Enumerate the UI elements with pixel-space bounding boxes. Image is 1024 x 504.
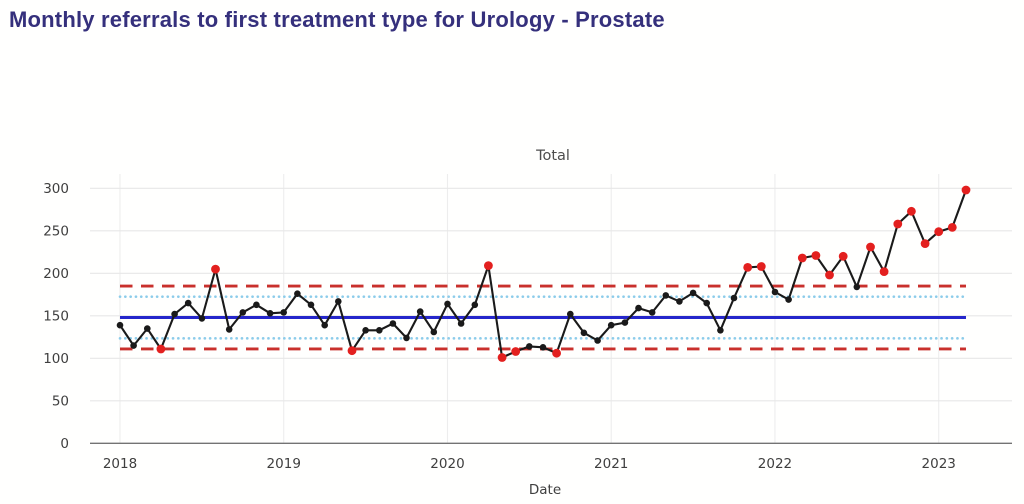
data-point xyxy=(376,327,383,334)
special-cause-point xyxy=(511,347,521,356)
x-tick-label: 2020 xyxy=(430,456,464,472)
x-tick-label: 2023 xyxy=(922,456,956,472)
special-cause-point xyxy=(838,251,848,261)
special-cause-point xyxy=(743,263,753,272)
data-point xyxy=(648,309,656,316)
special-cause-point xyxy=(347,346,357,356)
data-point xyxy=(689,289,697,297)
data-point xyxy=(621,319,629,326)
y-tick-label: 100 xyxy=(43,351,69,367)
special-cause-point xyxy=(879,267,889,276)
data-point xyxy=(471,301,479,309)
data-point xyxy=(335,298,342,305)
data-point xyxy=(184,299,192,307)
data-point xyxy=(198,315,206,322)
data-point xyxy=(676,298,683,305)
data-point xyxy=(607,321,615,329)
data-point xyxy=(225,326,233,333)
data-point xyxy=(416,308,424,315)
x-tick-label: 2022 xyxy=(758,456,792,472)
data-point xyxy=(457,320,465,327)
y-tick-label: 0 xyxy=(60,436,69,452)
data-point xyxy=(444,300,451,308)
data-point xyxy=(321,321,329,329)
chart-title: Monthly referrals to first treatment typ… xyxy=(9,7,665,32)
y-tick-label: 300 xyxy=(43,181,69,197)
special-cause-point xyxy=(811,251,821,260)
data-point xyxy=(253,301,260,309)
special-cause-point xyxy=(920,239,930,249)
data-point xyxy=(662,292,670,299)
data-point xyxy=(389,320,397,327)
data-point xyxy=(703,299,710,307)
special-cause-point xyxy=(866,242,875,252)
data-point xyxy=(239,309,247,316)
data-point xyxy=(635,304,642,312)
special-cause-point xyxy=(961,185,971,195)
chart-subtitle: Total xyxy=(536,148,570,164)
special-cause-point xyxy=(797,253,807,263)
data-point xyxy=(362,327,369,334)
y-tick-label: 250 xyxy=(43,224,69,240)
x-axis-title: Date xyxy=(528,482,562,498)
data-point xyxy=(171,310,178,318)
data-point xyxy=(771,288,779,296)
data-point xyxy=(266,310,274,317)
x-tick-label: 2018 xyxy=(103,456,137,472)
data-point xyxy=(294,290,301,298)
special-cause-point xyxy=(484,261,493,270)
data-point xyxy=(280,309,288,316)
y-tick-label: 150 xyxy=(43,309,69,325)
special-cause-point xyxy=(156,344,166,354)
data-point xyxy=(539,344,547,351)
data-point xyxy=(526,343,533,350)
data-point xyxy=(594,337,601,344)
data-point xyxy=(785,296,792,303)
data-point xyxy=(116,321,124,329)
data-point xyxy=(730,294,738,302)
data-point xyxy=(144,325,151,332)
y-tick-label: 200 xyxy=(43,266,69,282)
special-cause-point xyxy=(934,227,944,237)
x-tick-label: 2021 xyxy=(594,456,628,472)
data-point xyxy=(717,327,724,334)
data-point xyxy=(307,301,315,309)
special-cause-point xyxy=(907,206,916,216)
special-cause-point xyxy=(211,264,220,274)
special-cause-point xyxy=(497,353,507,362)
special-cause-point xyxy=(825,270,834,280)
data-point xyxy=(567,310,574,318)
special-cause-point xyxy=(756,262,766,271)
y-tick-label: 50 xyxy=(52,394,69,410)
data-point xyxy=(403,334,410,342)
special-cause-point xyxy=(947,223,957,232)
data-point xyxy=(130,342,137,349)
x-tick-label: 2019 xyxy=(267,456,301,472)
data-point xyxy=(853,283,861,291)
data-point xyxy=(430,328,438,336)
data-point xyxy=(580,329,588,337)
special-cause-point xyxy=(893,219,903,229)
special-cause-point xyxy=(552,348,561,358)
